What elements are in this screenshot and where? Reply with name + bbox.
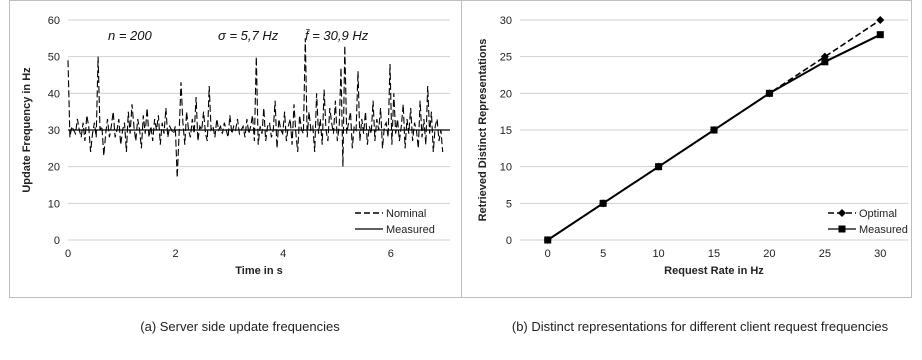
chart-1-annotation-2: σ = 5,7 Hz <box>218 28 279 43</box>
chart-1-ytick-label: 40 <box>48 88 60 100</box>
chart-1-ytick-label: 0 <box>54 235 60 247</box>
chart-2-legend-label-2: Measured <box>859 224 908 236</box>
chart-2-xtick-label: 0 <box>545 248 551 260</box>
chart-2-ytick-label: 15 <box>500 125 512 137</box>
chart-2-ytick-label: 0 <box>506 235 512 247</box>
chart-2-legend-marker-1 <box>838 209 846 217</box>
chart-2-xtick-label: 30 <box>874 248 886 260</box>
chart-2-ytick-label: 20 <box>500 88 512 100</box>
chart-1-legend-label-1: Nominal <box>386 208 426 220</box>
chart-1-xtick-label: 4 <box>280 248 286 260</box>
chart-2-ytick-label: 5 <box>506 198 512 210</box>
chart-1-ytick-label: 30 <box>48 125 60 137</box>
chart-b-frame <box>461 0 912 298</box>
chart-2-series-2-point <box>821 58 829 66</box>
chart-2-series-2-line <box>547 33 881 241</box>
chart-1-ytick-label: 60 <box>48 15 60 27</box>
chart-1-ylabel: Update Frequency in Hz <box>21 67 33 193</box>
chart-2-series-1-point <box>876 16 885 24</box>
chart-2-series-2-point <box>710 126 718 134</box>
chart-2-legend-label-1: Optimal <box>859 208 897 220</box>
chart-2-xtick-label: 5 <box>600 248 606 260</box>
chart-2-xlabel: Request Rate in Hz <box>664 265 764 277</box>
chart-2-ytick-label: 25 <box>500 52 512 64</box>
chart-1-xtick-label: 0 <box>65 248 71 260</box>
chart-2-series-2-point <box>876 31 884 39</box>
chart-1-legend-label-2: Measured <box>386 224 435 236</box>
chart-2-legend-marker-2 <box>838 225 846 233</box>
chart-2-series-2-point <box>655 163 663 171</box>
chart-b: 0 5 10 15 20 25 30 0 5 10 15 20 25 30 Request Rate in … <box>477 15 908 277</box>
chart-2-ytick-label: 10 <box>500 162 512 174</box>
chart-2-xtick-label: 15 <box>708 248 720 260</box>
chart-2-ytick-label: 30 <box>500 15 512 27</box>
chart-2-xtick-label: 20 <box>763 248 775 260</box>
chart-2-ylabel: Retrieved Distinct Representations <box>477 39 489 222</box>
chart-1-ytick-label: 20 <box>48 162 60 174</box>
chart-1-annotation-1: n = 200 <box>108 28 153 43</box>
chart-2-xtick-label: 25 <box>819 248 831 260</box>
caption-a: (a) Server side update frequencies <box>140 319 340 334</box>
chart-1-annotation-3: f̄ = 30,9 Hz <box>305 28 369 43</box>
chart-1-series-1-line <box>67 38 444 178</box>
chart-1-xtick-label: 2 <box>173 248 179 260</box>
chart-1-ytick-label: 10 <box>48 198 60 210</box>
chart-2-series-2-point <box>599 199 607 207</box>
chart-1-xtick-label: 6 <box>388 248 394 260</box>
chart-2-series-2-point <box>544 236 552 244</box>
chart-a: 0 10 20 30 40 50 60 0 2 4 6 Time in s Update Frequen… <box>21 15 450 277</box>
chart-1-ytick-label: 50 <box>48 52 60 64</box>
chart-1-xlabel: Time in s <box>235 265 282 277</box>
chart-2-xtick-label: 10 <box>652 248 664 260</box>
chart-2-series-2-point <box>765 89 773 97</box>
caption-b: (b) Distinct representations for differe… <box>511 319 889 334</box>
